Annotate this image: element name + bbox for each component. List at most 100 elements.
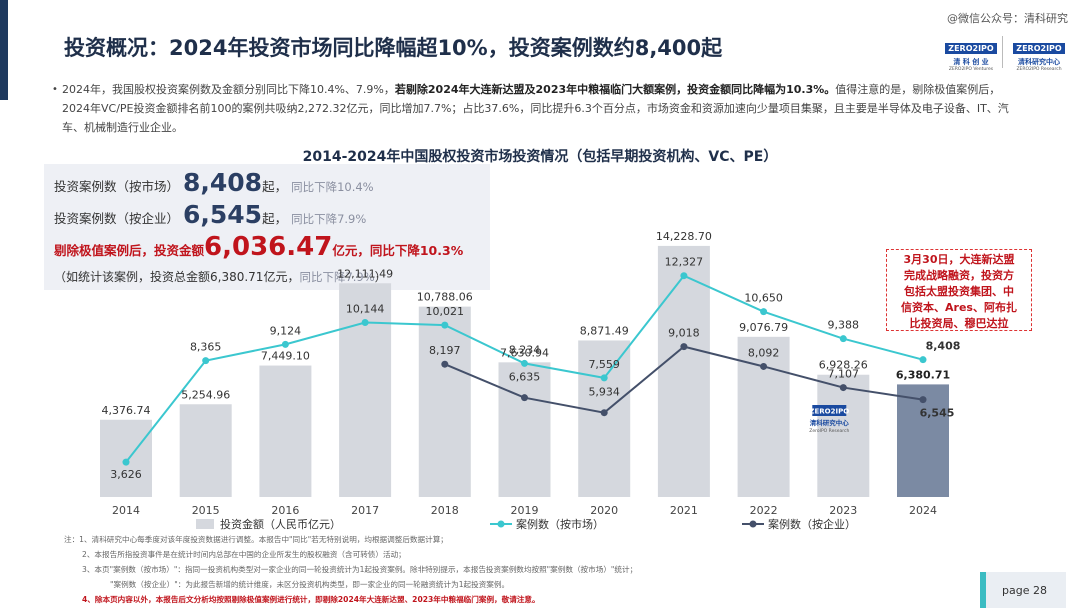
chart-logo-box bbox=[812, 405, 847, 416]
callout-line-4: 信资本、Ares、阿布扎 bbox=[901, 301, 1017, 314]
callout-line-3: 包括太盟投资集团、中 bbox=[904, 285, 1014, 298]
enterprise-label-2018: 8,197 bbox=[429, 344, 461, 357]
stat-row-total: （如统计该案例，投资总金额6,380.71亿元，同比下降7.9%） bbox=[54, 268, 387, 285]
left-accent-bar bbox=[0, 0, 8, 100]
x-tick-2022: 2022 bbox=[750, 504, 778, 517]
point-market-2015 bbox=[202, 357, 210, 365]
stat-amount-change-b: 下降10.3% bbox=[394, 243, 464, 258]
stat-amount-label: 剔除极值案例后，投资金额 bbox=[54, 243, 205, 258]
logo2-top: ZERO2IPO bbox=[1013, 43, 1065, 54]
market-label-2023: 9,388 bbox=[828, 319, 860, 332]
bar-label-2019: 7,630.94 bbox=[500, 346, 549, 359]
stat-row-amount: 剔除极值案例后，投资金额6,036.47亿元，同比下降10.3% bbox=[54, 232, 463, 262]
bar-2024 bbox=[897, 384, 949, 497]
point-market-2021 bbox=[680, 272, 688, 280]
market-label-2020: 7,559 bbox=[588, 358, 620, 371]
stat-company-label: 投资案例数（按企业） bbox=[54, 211, 180, 226]
logo2-cn: 清科研究中心 bbox=[1018, 58, 1060, 66]
point-enterprise-2018 bbox=[441, 360, 449, 368]
stat-row-market: 投资案例数（按市场） 8,408起， 同比下降10.4% bbox=[54, 168, 374, 197]
bar-label-2020: 8,871.49 bbox=[580, 324, 629, 337]
logo1-cn: 清 科 创 业 bbox=[953, 58, 989, 66]
point-enterprise-2024 bbox=[919, 396, 927, 404]
stat-company-change: 同比下降7.9% bbox=[291, 212, 367, 226]
callout-box: 3月30日，大连新达盟 完成战略融资，投资方 包括太盟投资集团、中 信资本、Ar… bbox=[886, 249, 1032, 331]
note-4: "案例数（按企业）"：为此报告新增的统计维度，未区分投资机构类型，即一家企业的同… bbox=[110, 580, 510, 589]
chart-logo-top: ZERO2IPO bbox=[809, 408, 849, 416]
chart-title: 2014-2024年中国股权投资市场投资情况（包括早期投资机构、VC、PE） bbox=[302, 149, 778, 165]
market-label-2017: 10,144 bbox=[346, 302, 385, 315]
note-2: 2、本报告所指投资事件是在统计时间内总部在中国的企业所发生的股权融资（含可转债）… bbox=[82, 550, 406, 559]
bar-label-2014: 4,376.74 bbox=[102, 404, 151, 417]
x-tick-2014: 2014 bbox=[112, 504, 140, 517]
bar-label-2024: 6,380.71 bbox=[896, 368, 950, 381]
bar-2017 bbox=[339, 283, 392, 497]
bar-2015 bbox=[179, 404, 232, 497]
logo1-top: ZERO2IPO bbox=[945, 43, 997, 54]
bullet: • bbox=[52, 84, 58, 95]
page-accent bbox=[980, 572, 986, 608]
enterprise-label-2022: 8,092 bbox=[748, 346, 780, 359]
point-market-2019 bbox=[521, 359, 528, 367]
stat-market-change: 同比下降10.4% bbox=[291, 180, 374, 194]
x-tick-2016: 2016 bbox=[271, 504, 299, 517]
summary-part1: 2024年，我国股权投资案例数及金额分别同比下降10.4%、7.9%， bbox=[62, 83, 395, 96]
stat-market-unit: 起， bbox=[262, 179, 288, 194]
bar-2019 bbox=[498, 362, 551, 497]
enterprise-label-2024: 6,545 bbox=[920, 407, 955, 420]
point-market-2023 bbox=[839, 335, 847, 343]
logo2-en: ZERO2IPO Research bbox=[1016, 67, 1062, 72]
point-market-2024 bbox=[919, 356, 927, 364]
callout-line-1: 3月30日，大连新达盟 bbox=[903, 253, 1015, 266]
x-tick-2024: 2024 bbox=[909, 504, 937, 517]
point-enterprise-2022 bbox=[760, 362, 768, 370]
stat-company-unit: 起， bbox=[262, 211, 288, 226]
bar-label-2016: 7,449.10 bbox=[261, 350, 310, 363]
bar-2020 bbox=[578, 340, 631, 497]
page-footer bbox=[980, 572, 1066, 608]
point-market-2022 bbox=[760, 308, 768, 316]
bar-label-2022: 9,076.79 bbox=[739, 321, 788, 334]
point-enterprise-2021 bbox=[680, 343, 688, 351]
point-market-2014 bbox=[122, 458, 130, 466]
market-label-2015: 8,365 bbox=[190, 341, 222, 354]
bar-2023 bbox=[817, 374, 870, 497]
summary-part3: 值得注意的是，剔除极值案例后，2024年VC/PE投资金额排名前100的案例共吸… bbox=[62, 83, 1009, 134]
zero2ipo-ventures-logo: ZERO2IPO 清 科 创 业 ZERO2IPO Ventures bbox=[940, 36, 1003, 72]
stat-market-label: 投资案例数（按市场） bbox=[54, 179, 180, 194]
point-enterprise-2019 bbox=[521, 394, 528, 402]
market-label-2019: 8,234 bbox=[509, 343, 541, 356]
legend-market-dot bbox=[497, 520, 505, 528]
summary-paragraph: • 2024年，我国股权投资案例数及金额分别同比下降10.4%、7.9%，若剔除… bbox=[52, 80, 1010, 137]
point-enterprise-2020 bbox=[600, 409, 608, 417]
zero2ipo-research-logo: ZERO2IPO 清科研究中心 ZERO2IPO Research bbox=[1008, 36, 1070, 72]
stat-total-label: （如统计该案例，投资总金额6,380.71亿元， bbox=[54, 270, 300, 284]
chart-logo-cn: 清科研究中心 bbox=[810, 418, 850, 427]
stat-amount-value: 6,036.47 bbox=[204, 232, 333, 262]
bar-label-2023: 6,928.26 bbox=[819, 359, 868, 372]
footnotes: 注：1、清科研究中心每季度对该年度投资数据进行调整。本报告中"同比"若无特别说明… bbox=[64, 532, 944, 607]
note-1: 注：1、清科研究中心每季度对该年度投资数据进行调整。本报告中"同比"若无特别说明… bbox=[64, 535, 448, 544]
legend-bar-swatch bbox=[196, 519, 214, 529]
bar-label-2018: 10,788.06 bbox=[417, 291, 473, 304]
market-label-2018: 10,021 bbox=[426, 305, 465, 318]
legend-market-label: 案例数（按市场） bbox=[516, 517, 604, 531]
x-tick-2023: 2023 bbox=[829, 504, 857, 517]
market-label-2022: 10,650 bbox=[744, 292, 783, 305]
note-3: 3、本页"案例数（按市场）"：指同一投资机构类型对一家企业的同一轮投资统计为1起… bbox=[82, 565, 638, 574]
chart-logo-en: ZeroIPO Research bbox=[809, 428, 849, 434]
watermark: @微信公众号：清科研究 bbox=[947, 12, 1068, 25]
point-market-2016 bbox=[281, 340, 289, 348]
market-label-2014: 3,626 bbox=[110, 468, 142, 481]
legend-enterprise-label: 案例数（按企业） bbox=[768, 517, 856, 531]
callout-line-5: 比投资局、穆巴达拉 bbox=[909, 317, 1009, 330]
point-market-2018 bbox=[441, 321, 449, 329]
market-label-2024: 8,408 bbox=[926, 340, 961, 353]
x-tick-2019: 2019 bbox=[511, 504, 539, 517]
x-tick-2018: 2018 bbox=[431, 504, 459, 517]
stat-amount-change-a: 同比 bbox=[369, 243, 395, 258]
stat-total-change: 同比下降7.9% bbox=[299, 270, 375, 284]
enterprise-label-2020: 5,934 bbox=[588, 386, 620, 399]
market-label-2016: 9,124 bbox=[270, 324, 302, 337]
